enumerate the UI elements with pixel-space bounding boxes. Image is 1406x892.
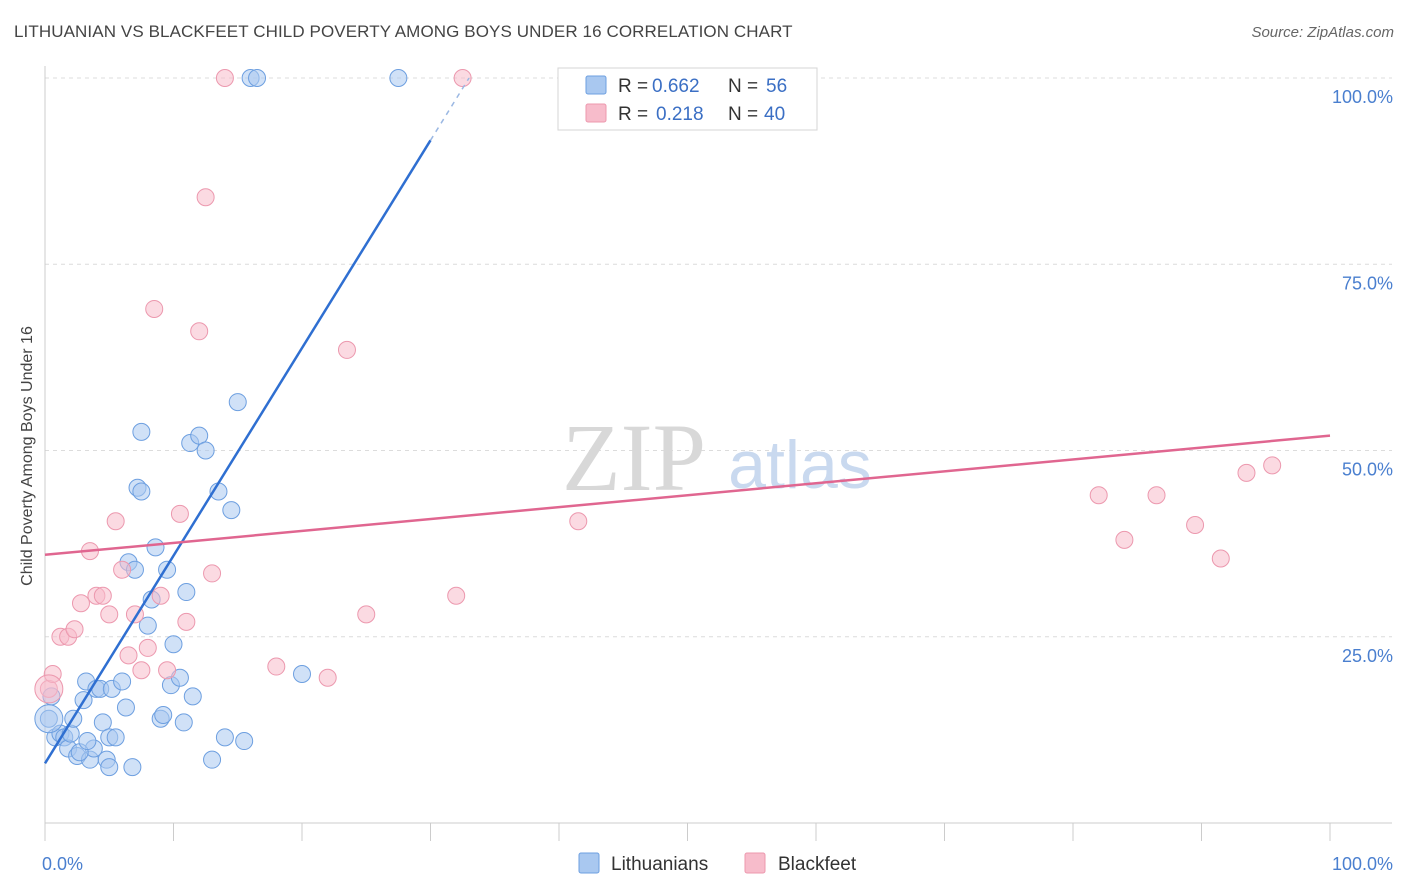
point-lithuanians-47[interactable]	[235, 732, 254, 751]
point-blackfeet-25[interactable]	[267, 657, 286, 676]
point-blackfeet-36[interactable]	[1186, 516, 1205, 534]
trendline-blackfeet	[44, 434, 1331, 557]
point-lithuanians-19[interactable]	[106, 728, 125, 747]
axis-layer	[44, 66, 1392, 841]
point-lithuanians-45[interactable]	[132, 422, 151, 441]
point-blackfeet-21[interactable]	[190, 322, 209, 341]
source-label: Source: ZipAtlas.com	[1251, 24, 1394, 41]
point-blackfeet-37[interactable]	[1211, 549, 1230, 568]
point-lithuanians-20[interactable]	[113, 672, 132, 691]
point-lithuanians-44[interactable]	[222, 501, 241, 520]
legend-n-label-1: N =	[728, 76, 758, 97]
point-blackfeet-33[interactable]	[1089, 486, 1108, 505]
point-blackfeet-19[interactable]	[170, 504, 189, 523]
legend-r-label-1: R =	[618, 76, 648, 97]
legend-swatch-lithuanians	[585, 75, 607, 95]
point-lithuanians-41[interactable]	[203, 750, 222, 769]
series-legend-label-blackfeet[interactable]: Blackfeet	[778, 854, 857, 875]
y-tick-label-3: 100.0%	[1332, 87, 1393, 107]
chart-title: LITHUANIAN VS BLACKFEET CHILD POVERTY AM…	[14, 22, 793, 41]
point-lithuanians-21[interactable]	[116, 698, 135, 717]
point-blackfeet-8[interactable]	[93, 586, 112, 605]
point-blackfeet-16[interactable]	[145, 299, 164, 318]
x-tick-label-0: 0.0%	[42, 854, 83, 874]
point-lithuanians-55[interactable]	[123, 758, 142, 777]
point-lithuanians-15[interactable]	[93, 713, 112, 732]
points-layer	[34, 69, 1282, 777]
point-lithuanians-46[interactable]	[228, 393, 247, 412]
point-lithuanians-54[interactable]	[78, 732, 97, 751]
point-blackfeet-27[interactable]	[337, 340, 356, 359]
point-blackfeet-12[interactable]	[119, 646, 138, 665]
point-lithuanians-39[interactable]	[190, 426, 209, 445]
series-legend-swatch-lithuanians[interactable]	[578, 852, 600, 874]
legend-n-value-1: 56	[766, 76, 787, 97]
watermark: ZIP atlas	[562, 404, 872, 511]
y-tick-label-2: 75.0%	[1342, 273, 1393, 293]
point-lithuanians-33[interactable]	[164, 635, 183, 654]
trendline-lithuanians-extension	[429, 77, 470, 141]
point-blackfeet-31[interactable]	[569, 512, 588, 531]
point-blackfeet-28[interactable]	[357, 605, 376, 624]
point-blackfeet-cluster[interactable]	[34, 674, 64, 704]
point-blackfeet-17[interactable]	[151, 586, 170, 605]
legend-n-label-2: N =	[728, 104, 758, 125]
point-blackfeet-18[interactable]	[158, 661, 177, 680]
point-lithuanians-26[interactable]	[138, 616, 157, 635]
point-lithuanians-cluster[interactable]	[34, 704, 64, 734]
point-blackfeet-39[interactable]	[1263, 456, 1282, 475]
point-blackfeet-35[interactable]	[1147, 486, 1166, 505]
trendline-lithuanians	[43, 139, 432, 765]
series-legend: Lithuanians Blackfeet	[578, 852, 857, 875]
point-blackfeet-34[interactable]	[1115, 530, 1134, 549]
point-lithuanians-40[interactable]	[196, 441, 215, 460]
trend-layer	[43, 77, 1331, 765]
point-blackfeet-30[interactable]	[453, 69, 472, 87]
legend-n-value-2: 40	[764, 104, 785, 125]
y-tick-label-0: 25.0%	[1342, 646, 1393, 666]
point-lithuanians-52[interactable]	[100, 758, 119, 777]
watermark-zip: ZIP	[562, 404, 706, 511]
legend-r-value-1: 0.662	[652, 76, 700, 97]
point-blackfeet-26[interactable]	[318, 668, 337, 687]
ticks-layer: 25.0% 50.0% 75.0% 100.0% 0.0% 100.0%	[42, 87, 1393, 874]
point-blackfeet-11[interactable]	[113, 560, 132, 579]
legend-r-value-2: 0.218	[656, 104, 704, 125]
point-lithuanians-28[interactable]	[146, 538, 165, 557]
point-lithuanians-25[interactable]	[132, 482, 151, 501]
series-legend-label-lithuanians[interactable]: Lithuanians	[611, 854, 708, 875]
point-lithuanians-51[interactable]	[389, 69, 408, 87]
point-lithuanians-30[interactable]	[154, 705, 173, 724]
point-blackfeet-24[interactable]	[215, 69, 234, 87]
point-lithuanians-50[interactable]	[293, 665, 311, 683]
point-blackfeet-10[interactable]	[106, 512, 125, 531]
point-blackfeet-23[interactable]	[203, 564, 222, 583]
point-lithuanians-49[interactable]	[248, 69, 267, 87]
point-blackfeet-4[interactable]	[65, 620, 84, 639]
grid-layer	[45, 77, 1392, 638]
point-lithuanians-38[interactable]	[183, 687, 202, 706]
legend-r-label-2: R =	[618, 104, 648, 125]
point-lithuanians-36[interactable]	[177, 583, 196, 602]
point-blackfeet-14[interactable]	[132, 661, 151, 680]
point-blackfeet-20[interactable]	[177, 612, 196, 631]
point-blackfeet-29[interactable]	[447, 586, 466, 605]
point-blackfeet-15[interactable]	[138, 638, 157, 657]
series-legend-swatch-blackfeet[interactable]	[744, 852, 766, 874]
watermark-atlas: atlas	[728, 427, 872, 503]
y-tick-label-1: 50.0%	[1342, 460, 1393, 480]
stats-legend: R = 0.662 N = 56 R = 0.218 N = 40	[557, 67, 818, 131]
point-blackfeet-38[interactable]	[1237, 463, 1256, 482]
legend-swatch-blackfeet	[585, 103, 607, 123]
point-blackfeet-9[interactable]	[100, 605, 119, 624]
point-lithuanians-43[interactable]	[215, 728, 234, 747]
x-tick-label-1: 100.0%	[1332, 854, 1393, 874]
point-blackfeet-22[interactable]	[196, 188, 215, 207]
point-blackfeet-5[interactable]	[71, 594, 90, 613]
point-lithuanians-35[interactable]	[174, 713, 193, 732]
